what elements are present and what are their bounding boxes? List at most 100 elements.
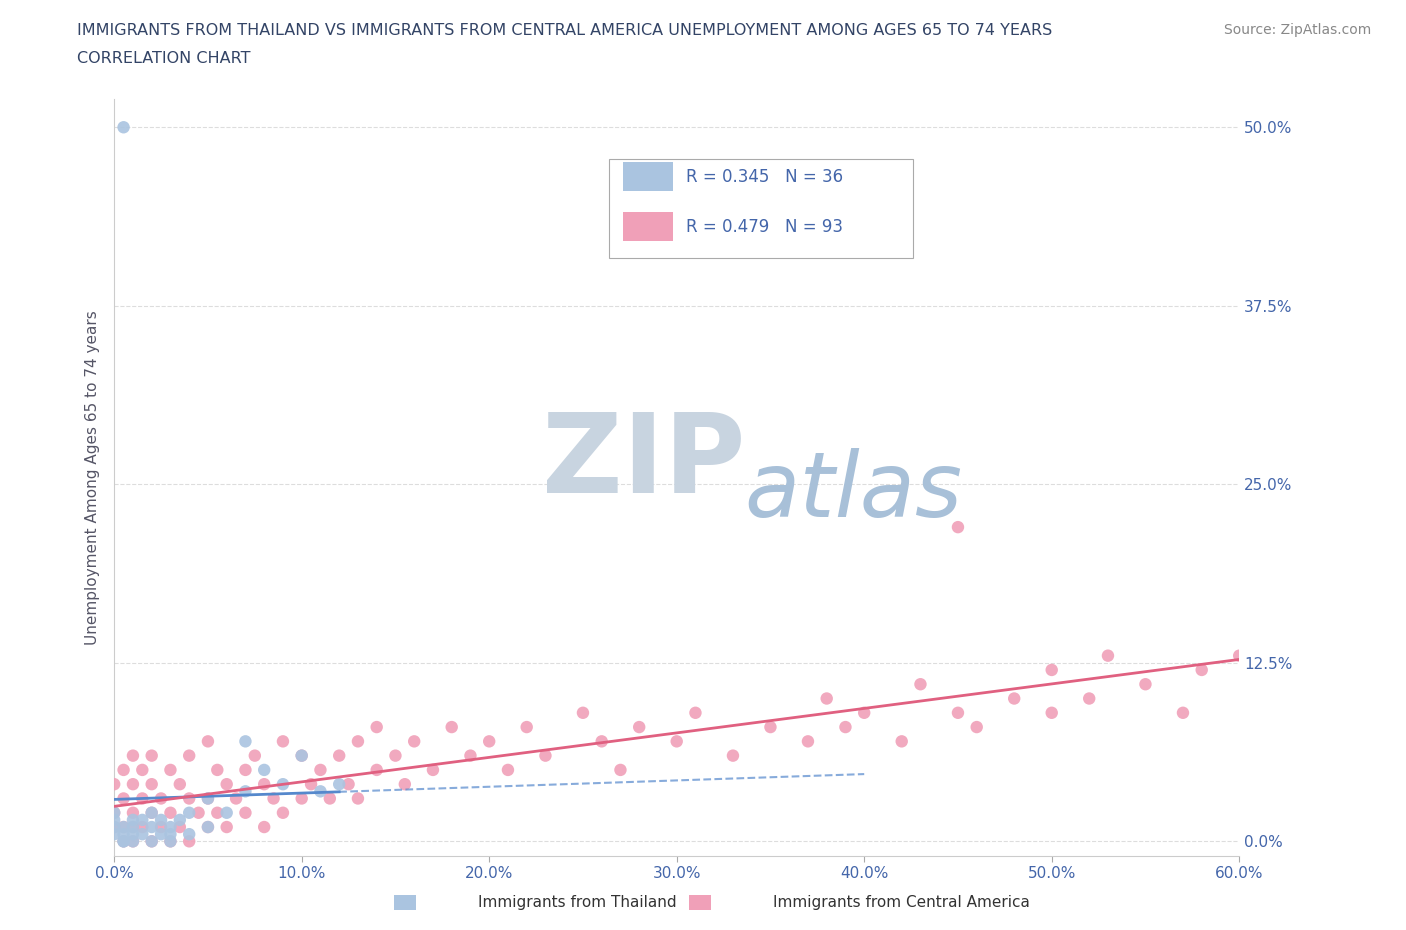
Point <box>478 734 501 749</box>
Point <box>1097 648 1119 663</box>
Point <box>309 784 332 799</box>
Point <box>291 749 314 764</box>
Point <box>169 819 191 834</box>
Point <box>169 813 191 828</box>
Point <box>422 763 444 777</box>
Point <box>534 749 557 764</box>
Point <box>122 813 145 828</box>
Point <box>328 749 350 764</box>
Point <box>215 805 238 820</box>
Point <box>103 819 125 834</box>
Point <box>122 819 145 834</box>
Point <box>253 763 276 777</box>
Text: IMMIGRANTS FROM THAILAND VS IMMIGRANTS FROM CENTRAL AMERICA UNEMPLOYMENT AMONG A: IMMIGRANTS FROM THAILAND VS IMMIGRANTS F… <box>77 23 1053 38</box>
Point <box>834 720 856 735</box>
Point <box>197 734 219 749</box>
Point <box>440 720 463 735</box>
Text: R = 0.479   N = 93: R = 0.479 N = 93 <box>686 218 842 235</box>
Point <box>150 819 173 834</box>
Point <box>169 777 191 791</box>
Point <box>337 777 360 791</box>
Point <box>628 720 651 735</box>
Point <box>103 813 125 828</box>
Point <box>103 827 125 842</box>
Point <box>496 763 519 777</box>
Point <box>946 705 969 720</box>
Point <box>235 784 257 799</box>
Point <box>347 734 370 749</box>
Point <box>853 705 876 720</box>
Point <box>122 827 145 842</box>
Point <box>910 677 932 692</box>
Point <box>141 777 163 791</box>
Point <box>112 819 135 834</box>
Point <box>271 734 294 749</box>
Point <box>215 819 238 834</box>
Point <box>112 763 135 777</box>
Point <box>112 834 135 849</box>
Point <box>112 791 135 806</box>
Point <box>179 827 201 842</box>
Point <box>122 834 145 849</box>
Point <box>179 749 201 764</box>
Point <box>122 805 145 820</box>
FancyBboxPatch shape <box>609 159 912 258</box>
Point <box>366 763 388 777</box>
Point <box>122 749 145 764</box>
Point <box>141 805 163 820</box>
Point <box>299 777 322 791</box>
Point <box>141 749 163 764</box>
Point <box>797 734 820 749</box>
Point <box>328 777 350 791</box>
Point <box>665 734 688 749</box>
Point <box>122 834 145 849</box>
Point <box>131 813 153 828</box>
Point <box>235 763 257 777</box>
Point <box>141 834 163 849</box>
Point <box>141 834 163 849</box>
Text: atlas: atlas <box>744 448 962 537</box>
Point <box>815 691 838 706</box>
Point <box>516 720 538 735</box>
Point <box>131 763 153 777</box>
Point <box>366 720 388 735</box>
Bar <box>623 162 673 191</box>
Point <box>271 777 294 791</box>
Point <box>131 791 153 806</box>
Point <box>197 791 219 806</box>
Point <box>103 777 125 791</box>
Point <box>112 120 135 135</box>
Point <box>291 791 314 806</box>
Point <box>721 749 744 764</box>
Point <box>179 834 201 849</box>
Point <box>159 834 181 849</box>
Point <box>1078 691 1101 706</box>
Point <box>243 749 266 764</box>
Point <box>122 777 145 791</box>
Point <box>1227 648 1250 663</box>
Point <box>253 819 276 834</box>
Point <box>179 805 201 820</box>
Y-axis label: Unemployment Among Ages 65 to 74 years: Unemployment Among Ages 65 to 74 years <box>86 310 100 644</box>
Point <box>572 705 595 720</box>
Point <box>103 805 125 820</box>
Point <box>150 813 173 828</box>
Point <box>131 819 153 834</box>
Point <box>122 819 145 834</box>
Point <box>187 805 209 820</box>
Point <box>1191 662 1213 677</box>
Point <box>685 705 707 720</box>
Point <box>159 763 181 777</box>
Point <box>460 749 482 764</box>
Bar <box>623 212 673 241</box>
Point <box>591 734 613 749</box>
Point <box>207 805 229 820</box>
Point <box>609 763 631 777</box>
Point <box>1040 705 1063 720</box>
Point <box>291 749 314 764</box>
Point <box>253 777 276 791</box>
Point <box>112 827 135 842</box>
Point <box>759 720 782 735</box>
Point <box>150 791 173 806</box>
Point <box>159 805 181 820</box>
